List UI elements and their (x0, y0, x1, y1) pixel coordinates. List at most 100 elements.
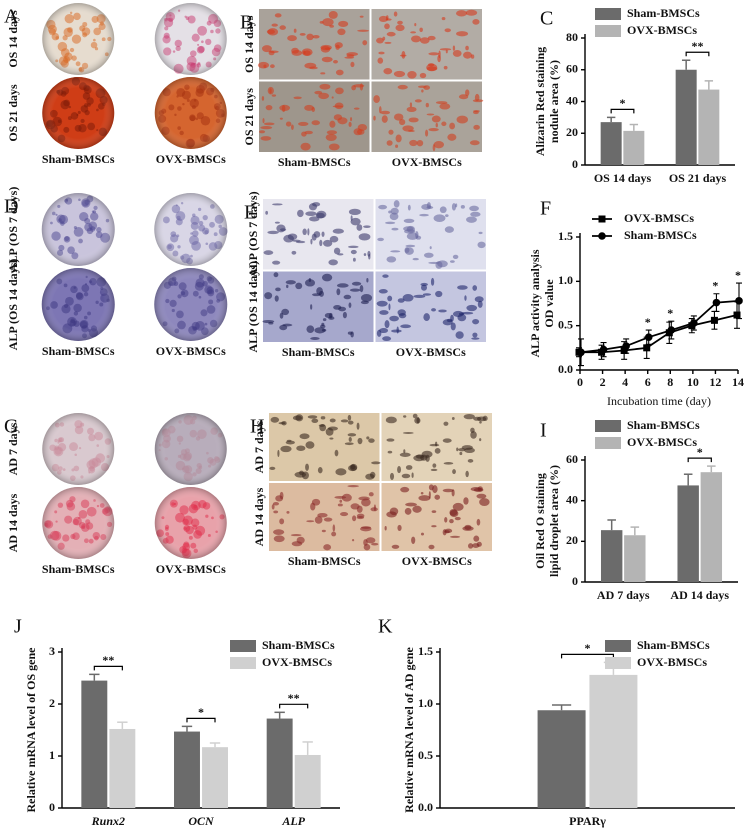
x-tick-label: AD 14 days (670, 588, 729, 602)
cell-spot (385, 221, 396, 225)
significance-bracket (186, 717, 216, 723)
cell-spot (458, 447, 466, 452)
cell-spot (414, 99, 422, 103)
cell-spot (393, 113, 404, 121)
marker (735, 297, 743, 305)
cell-spot (426, 63, 438, 72)
cell-spot (441, 121, 447, 127)
marker (712, 298, 721, 307)
cell-spot (340, 511, 349, 517)
y-tick-label: 60 (566, 62, 578, 76)
legend-label: Sham-BMSCs (637, 638, 710, 652)
cell-spot (347, 420, 354, 425)
cell-spot (333, 60, 338, 64)
y-axis-label: Relative mRNA level of AD gene (402, 647, 416, 813)
cell-spot (397, 466, 402, 474)
cell-spot (280, 445, 292, 453)
cell-spot (342, 311, 347, 319)
cell-spot (317, 467, 323, 474)
marker (733, 311, 741, 319)
cell-spot (311, 120, 320, 126)
dish-rim (154, 77, 227, 149)
row-label: AD 7 days (252, 420, 266, 473)
x-tick-label: OS 21 days (669, 171, 727, 185)
cell-spot (459, 451, 463, 456)
cell-spot (307, 415, 318, 419)
cell-spot (443, 421, 449, 426)
x-tick-label: 8 (667, 375, 673, 389)
bar (266, 718, 293, 808)
cell-spot (273, 272, 279, 278)
cell-spot (411, 472, 414, 478)
cell-spot (299, 470, 304, 476)
cell-spot (340, 419, 349, 423)
cell-spot (272, 502, 280, 506)
cell-spot (455, 331, 464, 339)
significance-label: ** (288, 691, 300, 705)
cell-spot (444, 530, 450, 534)
column-label: Sham-BMSCs (278, 155, 351, 169)
legend-marker (598, 232, 606, 240)
cell-spot (473, 535, 480, 542)
cell-spot (348, 437, 352, 442)
legend-label: OVX-BMSCs (262, 655, 332, 669)
cell-spot (329, 235, 339, 243)
cell-spot (389, 472, 395, 480)
cell-spot (350, 117, 353, 122)
cell-spot (311, 418, 319, 424)
cell-spot (319, 83, 331, 90)
x-tick-label: 0 (577, 375, 583, 389)
cell-spot (348, 121, 352, 127)
cell-spot (262, 118, 265, 124)
dish-rim (41, 268, 115, 341)
cell-spot (472, 332, 478, 338)
cell-spot (393, 11, 398, 17)
cell-spot (262, 45, 272, 53)
cell-spot (429, 246, 432, 250)
cell-spot (324, 312, 333, 318)
cell-spot (267, 230, 279, 235)
legend-label: Sham-BMSCs (627, 418, 700, 432)
cell-spot (350, 249, 357, 255)
marker (622, 342, 630, 350)
cell-spot (386, 31, 396, 37)
cell-spot (334, 42, 343, 49)
cell-spot (316, 210, 327, 219)
cell-spot (371, 461, 381, 465)
cell-spot (268, 321, 274, 325)
cell-spot (338, 306, 347, 312)
legend-swatch (230, 657, 256, 669)
cell-spot (422, 293, 432, 296)
cell-spot (421, 89, 424, 93)
cell-spot (403, 415, 407, 418)
column-label: OVX-BMSCs (396, 345, 466, 359)
cell-spot (366, 436, 370, 440)
cell-spot (479, 498, 490, 506)
cell-spot (402, 125, 414, 132)
cell-spot (391, 329, 402, 333)
cell-spot (286, 284, 289, 289)
cell-spot (293, 28, 297, 33)
row-label: ALP (OS 14 days) (6, 259, 20, 351)
x-tick-label: 2 (600, 375, 606, 389)
y-tick-label: 40 (566, 93, 578, 107)
cell-spot (321, 529, 326, 533)
cell-spot (464, 447, 475, 454)
cell-spot (321, 231, 325, 237)
dish-rim (154, 487, 227, 559)
cell-spot (432, 144, 436, 152)
cell-spot (383, 68, 393, 75)
cell-spot (314, 327, 326, 334)
cell-spot (378, 15, 389, 23)
cell-spot (298, 121, 309, 126)
cell-spot (432, 463, 437, 468)
cell-spot (338, 20, 349, 28)
row-label: ALP (OS 7 days) (6, 187, 20, 273)
cell-spot (320, 72, 326, 75)
cell-spot (334, 449, 339, 457)
y-axis-label: Relative mRNA level of OS gene (24, 647, 38, 813)
cell-spot (305, 211, 317, 217)
cell-spot (356, 422, 360, 430)
y-tick-label: 1.5 (558, 229, 573, 243)
panel-label: I (540, 420, 547, 442)
